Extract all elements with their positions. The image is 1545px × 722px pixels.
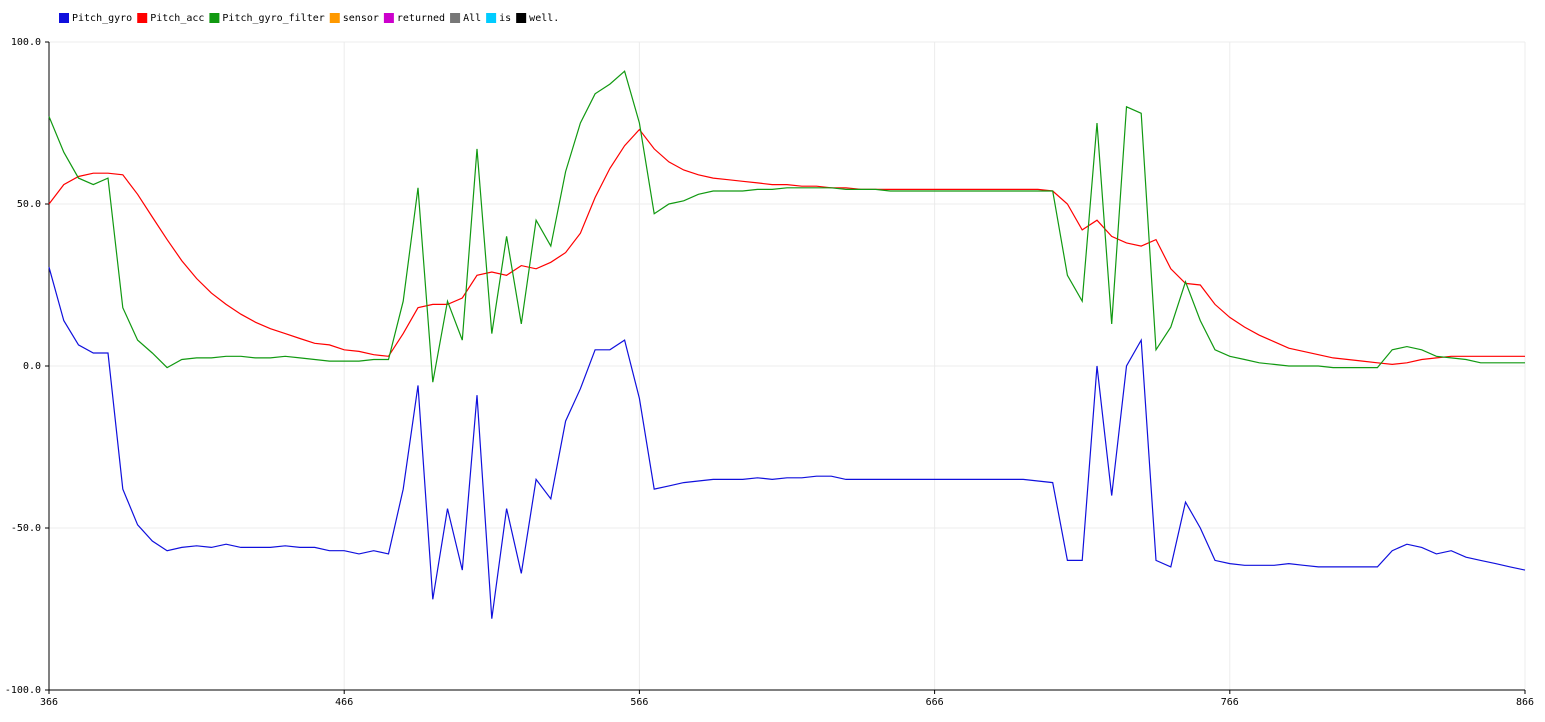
x-tick-label: 566 xyxy=(630,697,648,708)
legend-swatch xyxy=(383,13,394,23)
legend-label: Pitch_acc xyxy=(150,13,204,24)
legend-swatch xyxy=(486,13,497,23)
series-line xyxy=(48,128,1525,366)
x-tick-label: 766 xyxy=(1221,697,1239,708)
legend-label: All xyxy=(463,13,481,24)
y-tick-label: 100.0 xyxy=(11,37,41,48)
y-tick-label: -100.0 xyxy=(5,685,41,696)
legend-swatch xyxy=(329,13,340,23)
legend-swatch xyxy=(450,13,461,23)
legend-label: is xyxy=(499,13,511,24)
legend-swatch xyxy=(516,13,527,23)
legend-label: sensor xyxy=(343,13,379,24)
legend-swatch xyxy=(137,13,148,23)
series-line xyxy=(48,70,1525,383)
y-tick-label: 50.0 xyxy=(17,199,41,210)
x-tick-label: 666 xyxy=(926,697,944,708)
series-line xyxy=(48,267,1526,619)
x-tick-label: 366 xyxy=(40,697,58,708)
legend-label: Pitch_gyro_filter xyxy=(222,13,324,24)
y-tick-label: -50.0 xyxy=(11,523,41,534)
x-tick-label: 466 xyxy=(335,697,353,708)
legend-label: well. xyxy=(529,13,559,24)
legend-swatch xyxy=(59,13,69,23)
legend-label: Pitch_gyro xyxy=(72,13,132,24)
y-tick-label: 0.0 xyxy=(23,361,41,372)
x-tick-label: 866 xyxy=(1516,697,1534,708)
legend-swatch xyxy=(209,13,220,23)
legend-label: returned xyxy=(397,13,445,24)
